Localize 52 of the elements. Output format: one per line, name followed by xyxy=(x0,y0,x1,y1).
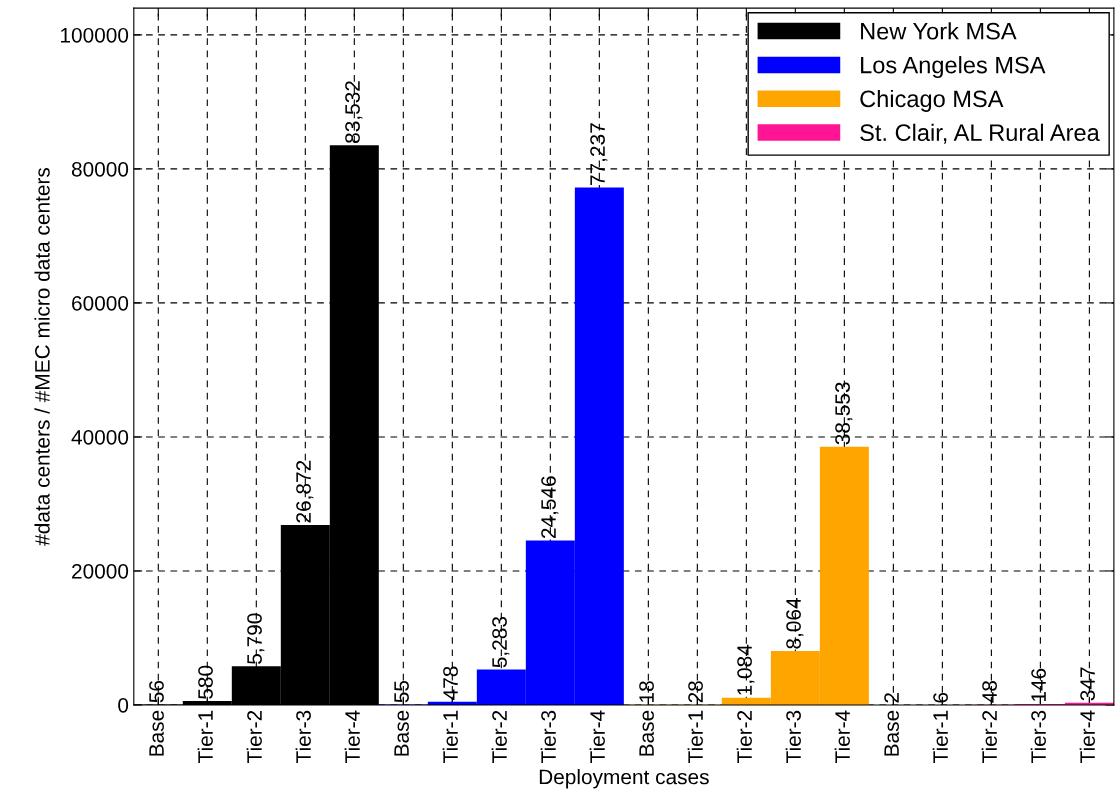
x-tick-label: Tier-3 xyxy=(540,710,556,763)
data-label: 24,546 xyxy=(541,476,559,539)
data-label: 56 xyxy=(149,680,164,703)
data-label: 18 xyxy=(639,681,654,702)
data-label: 8,064 xyxy=(786,598,804,649)
data-label: 28 xyxy=(688,681,703,703)
x-tick-label: Tier-4 xyxy=(1079,710,1095,763)
legend-label: Chicago MSA xyxy=(860,89,1004,112)
y-tick-label: 20000 xyxy=(72,563,129,579)
data-label: 478 xyxy=(443,666,458,700)
data-label: 580 xyxy=(198,665,213,699)
x-tick-label: Tier-2 xyxy=(736,710,752,763)
data-label: 83,532 xyxy=(345,81,363,143)
y-tick-label: 100000 xyxy=(61,27,129,43)
x-tick-label: Tier-3 xyxy=(295,710,311,763)
data-label: 347 xyxy=(1080,667,1095,701)
legend-label: Los Angeles MSA xyxy=(861,56,1046,79)
y-tick-label: 60000 xyxy=(72,295,129,311)
x-tick-label: Base xyxy=(884,710,899,756)
y-tick-label: 40000 xyxy=(71,429,129,445)
x-tick-label: Tier-1 xyxy=(687,710,703,763)
data-label: 77,237 xyxy=(590,123,608,185)
data-label: 2 xyxy=(884,693,899,703)
x-tick-label: Tier-4 xyxy=(589,710,605,763)
legend-label: New York MSA xyxy=(861,22,1017,40)
data-label: 6 xyxy=(933,692,948,703)
x-tick-label: Tier-3 xyxy=(785,710,801,763)
x-tick-label: Tier-2 xyxy=(981,710,997,763)
data-label: 55 xyxy=(394,680,409,703)
y-tick-label: 0 xyxy=(118,697,129,713)
data-label: 5,790 xyxy=(247,613,265,664)
x-tick-label: Tier-3 xyxy=(1030,710,1046,763)
data-label: 48 xyxy=(982,681,997,703)
x-axis-title: Deployment cases xyxy=(539,769,709,789)
x-tick-label: Base xyxy=(639,710,654,756)
x-tick-label: Tier-2 xyxy=(246,710,262,763)
x-tick-label: Tier-1 xyxy=(932,710,948,763)
data-label: 5,283 xyxy=(492,616,510,668)
data-label: 146 xyxy=(1031,668,1046,702)
y-tick-label: 80000 xyxy=(71,161,129,177)
x-tick-label: Base xyxy=(394,710,409,756)
x-tick-label: Base xyxy=(149,710,164,756)
x-tick-label: Tier-1 xyxy=(442,710,458,763)
data-label: 38,553 xyxy=(835,382,853,445)
y-axis-title: #data centers / #MEC micro data centers xyxy=(34,167,50,546)
data-label: 1,084 xyxy=(737,644,755,695)
x-tick-label: Tier-4 xyxy=(344,710,360,763)
x-tick-label: Tier-1 xyxy=(197,710,213,763)
data-label: 26,872 xyxy=(296,460,314,523)
legend-label: St. Clair, AL Rural Area xyxy=(860,123,1100,144)
x-tick-label: Tier-2 xyxy=(491,710,507,763)
x-tick-label: Tier-4 xyxy=(834,710,850,763)
